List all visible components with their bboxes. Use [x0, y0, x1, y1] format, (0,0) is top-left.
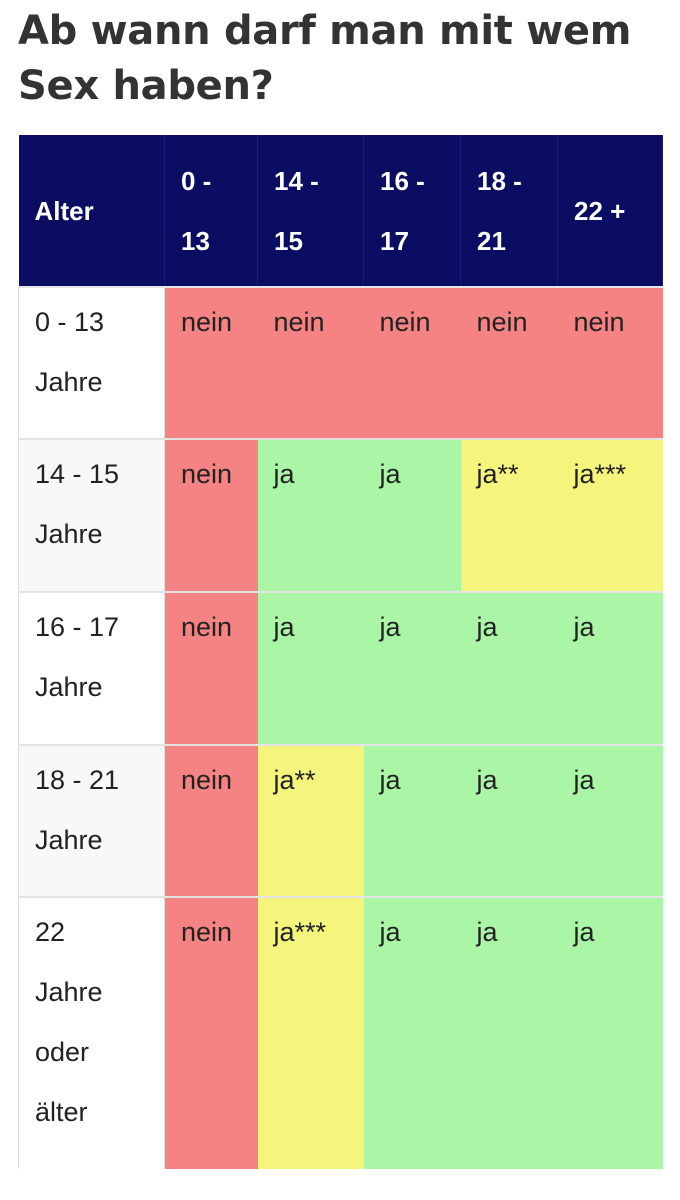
cell-ja-conditional: ja** — [257, 745, 364, 897]
cell-ja: ja — [257, 439, 364, 592]
cell-ja: ja — [363, 439, 461, 592]
cell-ja: ja — [460, 592, 558, 745]
header-col-22-plus: 22 + — [557, 135, 663, 287]
header-col-18-21: 18 -21 — [460, 135, 558, 287]
cell-ja: ja — [363, 897, 461, 1169]
cell-ja: ja — [460, 897, 558, 1169]
cell-ja: ja — [363, 745, 461, 897]
table-row: 16 - 17 Jahre nein ja ja ja ja — [18, 592, 663, 745]
cell-nein: nein — [164, 592, 258, 745]
cell-ja: ja — [557, 897, 663, 1169]
cell-ja-conditional: ja*** — [257, 897, 364, 1169]
cell-nein: nein — [257, 287, 364, 439]
cell-ja: ja — [363, 592, 461, 745]
cell-nein: nein — [460, 287, 558, 439]
header-col-0-13: 0 -13 — [164, 135, 258, 287]
cell-nein: nein — [164, 439, 258, 592]
cell-ja: ja — [557, 745, 663, 897]
cell-ja-conditional: ja** — [460, 439, 558, 592]
row-label: 22 Jahre oder älter — [18, 897, 165, 1169]
table-row: 14 - 15 Jahre nein ja ja ja** ja*** — [18, 439, 663, 592]
header-col-16-17: 16 -17 — [363, 135, 461, 287]
header-corner-alter: Alter — [18, 135, 165, 287]
cell-nein: nein — [164, 287, 258, 439]
row-label: 18 - 21 Jahre — [18, 745, 165, 897]
cell-nein: nein — [164, 745, 258, 897]
cell-nein: nein — [164, 897, 258, 1169]
cell-nein: nein — [363, 287, 461, 439]
age-consent-table: Alter 0 -13 14 -15 16 -17 18 -21 22 + 0 … — [18, 135, 663, 1169]
cell-ja-conditional: ja*** — [557, 439, 663, 592]
row-label: 0 - 13 Jahre — [18, 287, 165, 439]
cell-ja: ja — [557, 592, 663, 745]
cell-nein: nein — [557, 287, 663, 439]
page-title: Ab wann darf man mit wem Sex haben? — [18, 8, 632, 109]
table-row: 0 - 13 Jahre nein nein nein nein nein — [18, 287, 663, 439]
cell-ja: ja — [257, 592, 364, 745]
table-header-row: Alter 0 -13 14 -15 16 -17 18 -21 22 + — [18, 135, 663, 287]
row-label: 16 - 17 Jahre — [18, 592, 165, 745]
table-row: 22 Jahre oder älter nein ja*** ja ja ja — [18, 897, 663, 1169]
table-row: 18 - 21 Jahre nein ja** ja ja ja — [18, 745, 663, 897]
header-col-14-15: 14 -15 — [257, 135, 364, 287]
cell-ja: ja — [460, 745, 558, 897]
row-label: 14 - 15 Jahre — [18, 439, 165, 592]
